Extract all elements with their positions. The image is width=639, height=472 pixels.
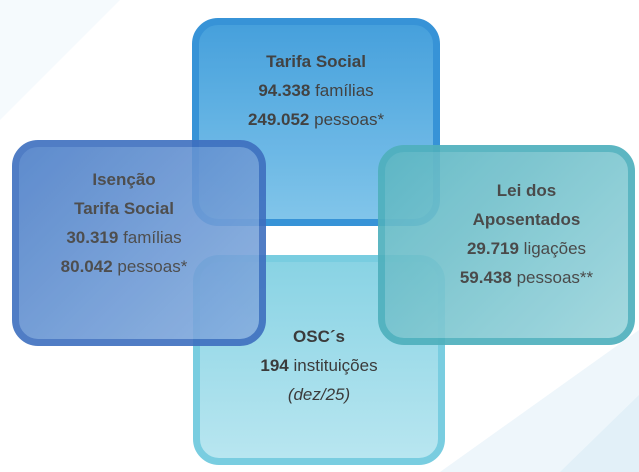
stat-number: 194 (260, 356, 289, 375)
stat-line: 59.438 pessoas** (460, 263, 593, 292)
note: (dez/25) (287, 385, 351, 404)
stat-line: 249.052 pessoas* (248, 105, 384, 134)
note-line: (dez/25) (288, 380, 350, 409)
bg-shape (0, 0, 120, 120)
stat-unit: pessoas** (516, 268, 594, 287)
stat-unit: instituições (293, 356, 378, 375)
stat-number: 30.319 (66, 228, 119, 247)
stat-number: 29.719 (466, 239, 519, 258)
stat-line: 30.319 famílias (66, 223, 181, 252)
box-title: Tarifa Social (266, 52, 366, 71)
bg-shape (560, 395, 639, 472)
stat-number: 94.338 (258, 81, 311, 100)
stat-unit: famílias (315, 81, 374, 100)
stat-line: 94.338 famílias (258, 76, 373, 105)
box: Lei dos Aposentados 29.719 ligações 59.438 … (378, 145, 635, 345)
box-title: Lei dos (496, 181, 557, 200)
box: Isenção Tarifa Social 30.319 famílias 80.04… (12, 140, 266, 346)
bg-shape (440, 330, 639, 472)
stat-line: 29.719 ligações (467, 234, 586, 263)
box-title: OSC´s (293, 327, 345, 346)
stat-unit: ligações (523, 239, 587, 258)
stat-unit: famílias (123, 228, 182, 247)
stat-number: 59.438 (459, 268, 512, 287)
stat-line: 80.042 pessoas* (61, 252, 188, 281)
stat-line: 194 instituições (260, 351, 377, 380)
stat-number: 80.042 (60, 257, 113, 276)
box-title: Isenção (92, 170, 156, 189)
stat-unit: pessoas* (314, 110, 385, 129)
stat-number: 249.052 (247, 110, 310, 129)
stat-unit: pessoas* (117, 257, 188, 276)
box: Tarifa Social 94.338 famílias 249.052 pess… (192, 18, 440, 226)
box-title: Aposentados (472, 210, 581, 229)
box-title: Tarifa Social (74, 199, 174, 218)
